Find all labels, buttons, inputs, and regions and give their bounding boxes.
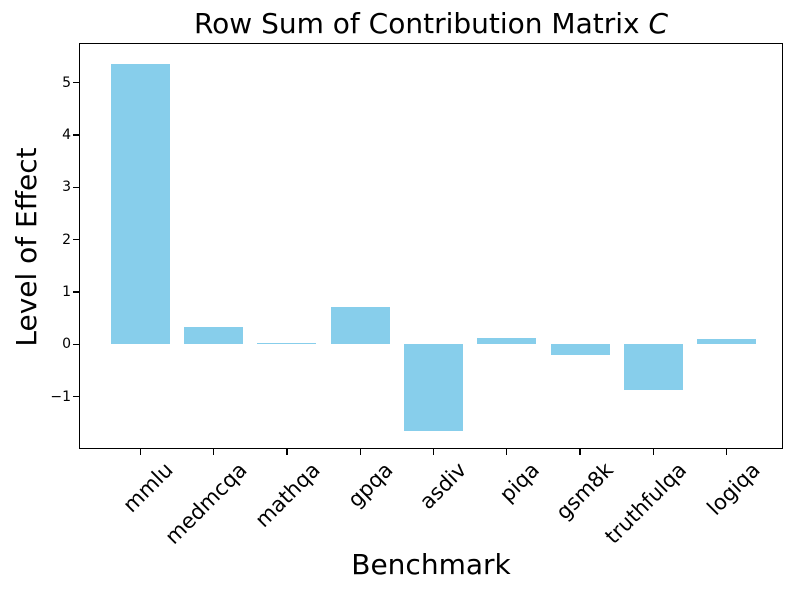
y-tick-mark xyxy=(73,186,79,189)
bar-mmlu xyxy=(110,64,170,345)
y-tick-mark xyxy=(73,395,79,398)
y-tick-label: 5 xyxy=(62,74,71,91)
chart-title-math-var: C xyxy=(648,7,669,40)
y-tick-label: 0 xyxy=(62,336,71,353)
bar-gsm8k xyxy=(550,344,610,356)
bar-gpqa xyxy=(330,306,390,345)
y-tick-mark xyxy=(73,291,79,293)
bar-medmcqa xyxy=(184,326,244,345)
chart-title-text: Row Sum of Contribution Matrix xyxy=(193,7,649,40)
y-tick-mark xyxy=(73,343,79,346)
y-tick-label: 3 xyxy=(62,179,71,196)
x-tick-mark xyxy=(359,449,361,455)
x-tick-label-asdiv: asdiv xyxy=(415,457,472,514)
chart-title: Row Sum of Contribution Matrix C xyxy=(79,8,783,40)
y-tick-label: 1 xyxy=(62,284,71,301)
x-tick-mark xyxy=(579,449,581,455)
bar-piqa xyxy=(477,338,537,345)
x-tick-mark xyxy=(286,449,288,455)
x-tick-mark xyxy=(432,449,435,455)
x-tick-label-piqa: piqa xyxy=(495,457,545,507)
x-axis-label: Benchmark xyxy=(351,548,511,581)
bar-logiqa xyxy=(697,339,757,345)
y-tick-mark xyxy=(73,239,79,241)
x-tick-label-mathqa: mathqa xyxy=(250,457,325,533)
x-tick-mark xyxy=(652,449,655,455)
bar-asdiv xyxy=(404,344,463,431)
y-tick-label: −1 xyxy=(50,388,71,405)
y-tick-label: 4 xyxy=(62,127,71,144)
x-tick-mark xyxy=(506,449,508,455)
x-tick-mark xyxy=(212,449,215,455)
x-tick-label-gpqa: gpqa xyxy=(343,457,398,513)
x-tick-mark xyxy=(726,449,728,455)
bar-truthfulqa xyxy=(623,344,683,391)
y-tick-mark xyxy=(73,134,79,136)
x-tick-label-gsm8k: gsm8k xyxy=(551,457,618,525)
x-tick-mark xyxy=(139,449,141,455)
x-tick-label-logiqa: logiqa xyxy=(702,457,765,520)
y-tick-label: 2 xyxy=(62,231,71,248)
bar-mathqa xyxy=(257,343,317,345)
y-tick-mark xyxy=(73,82,79,84)
x-tick-label-mmlu: mmlu xyxy=(118,457,178,518)
